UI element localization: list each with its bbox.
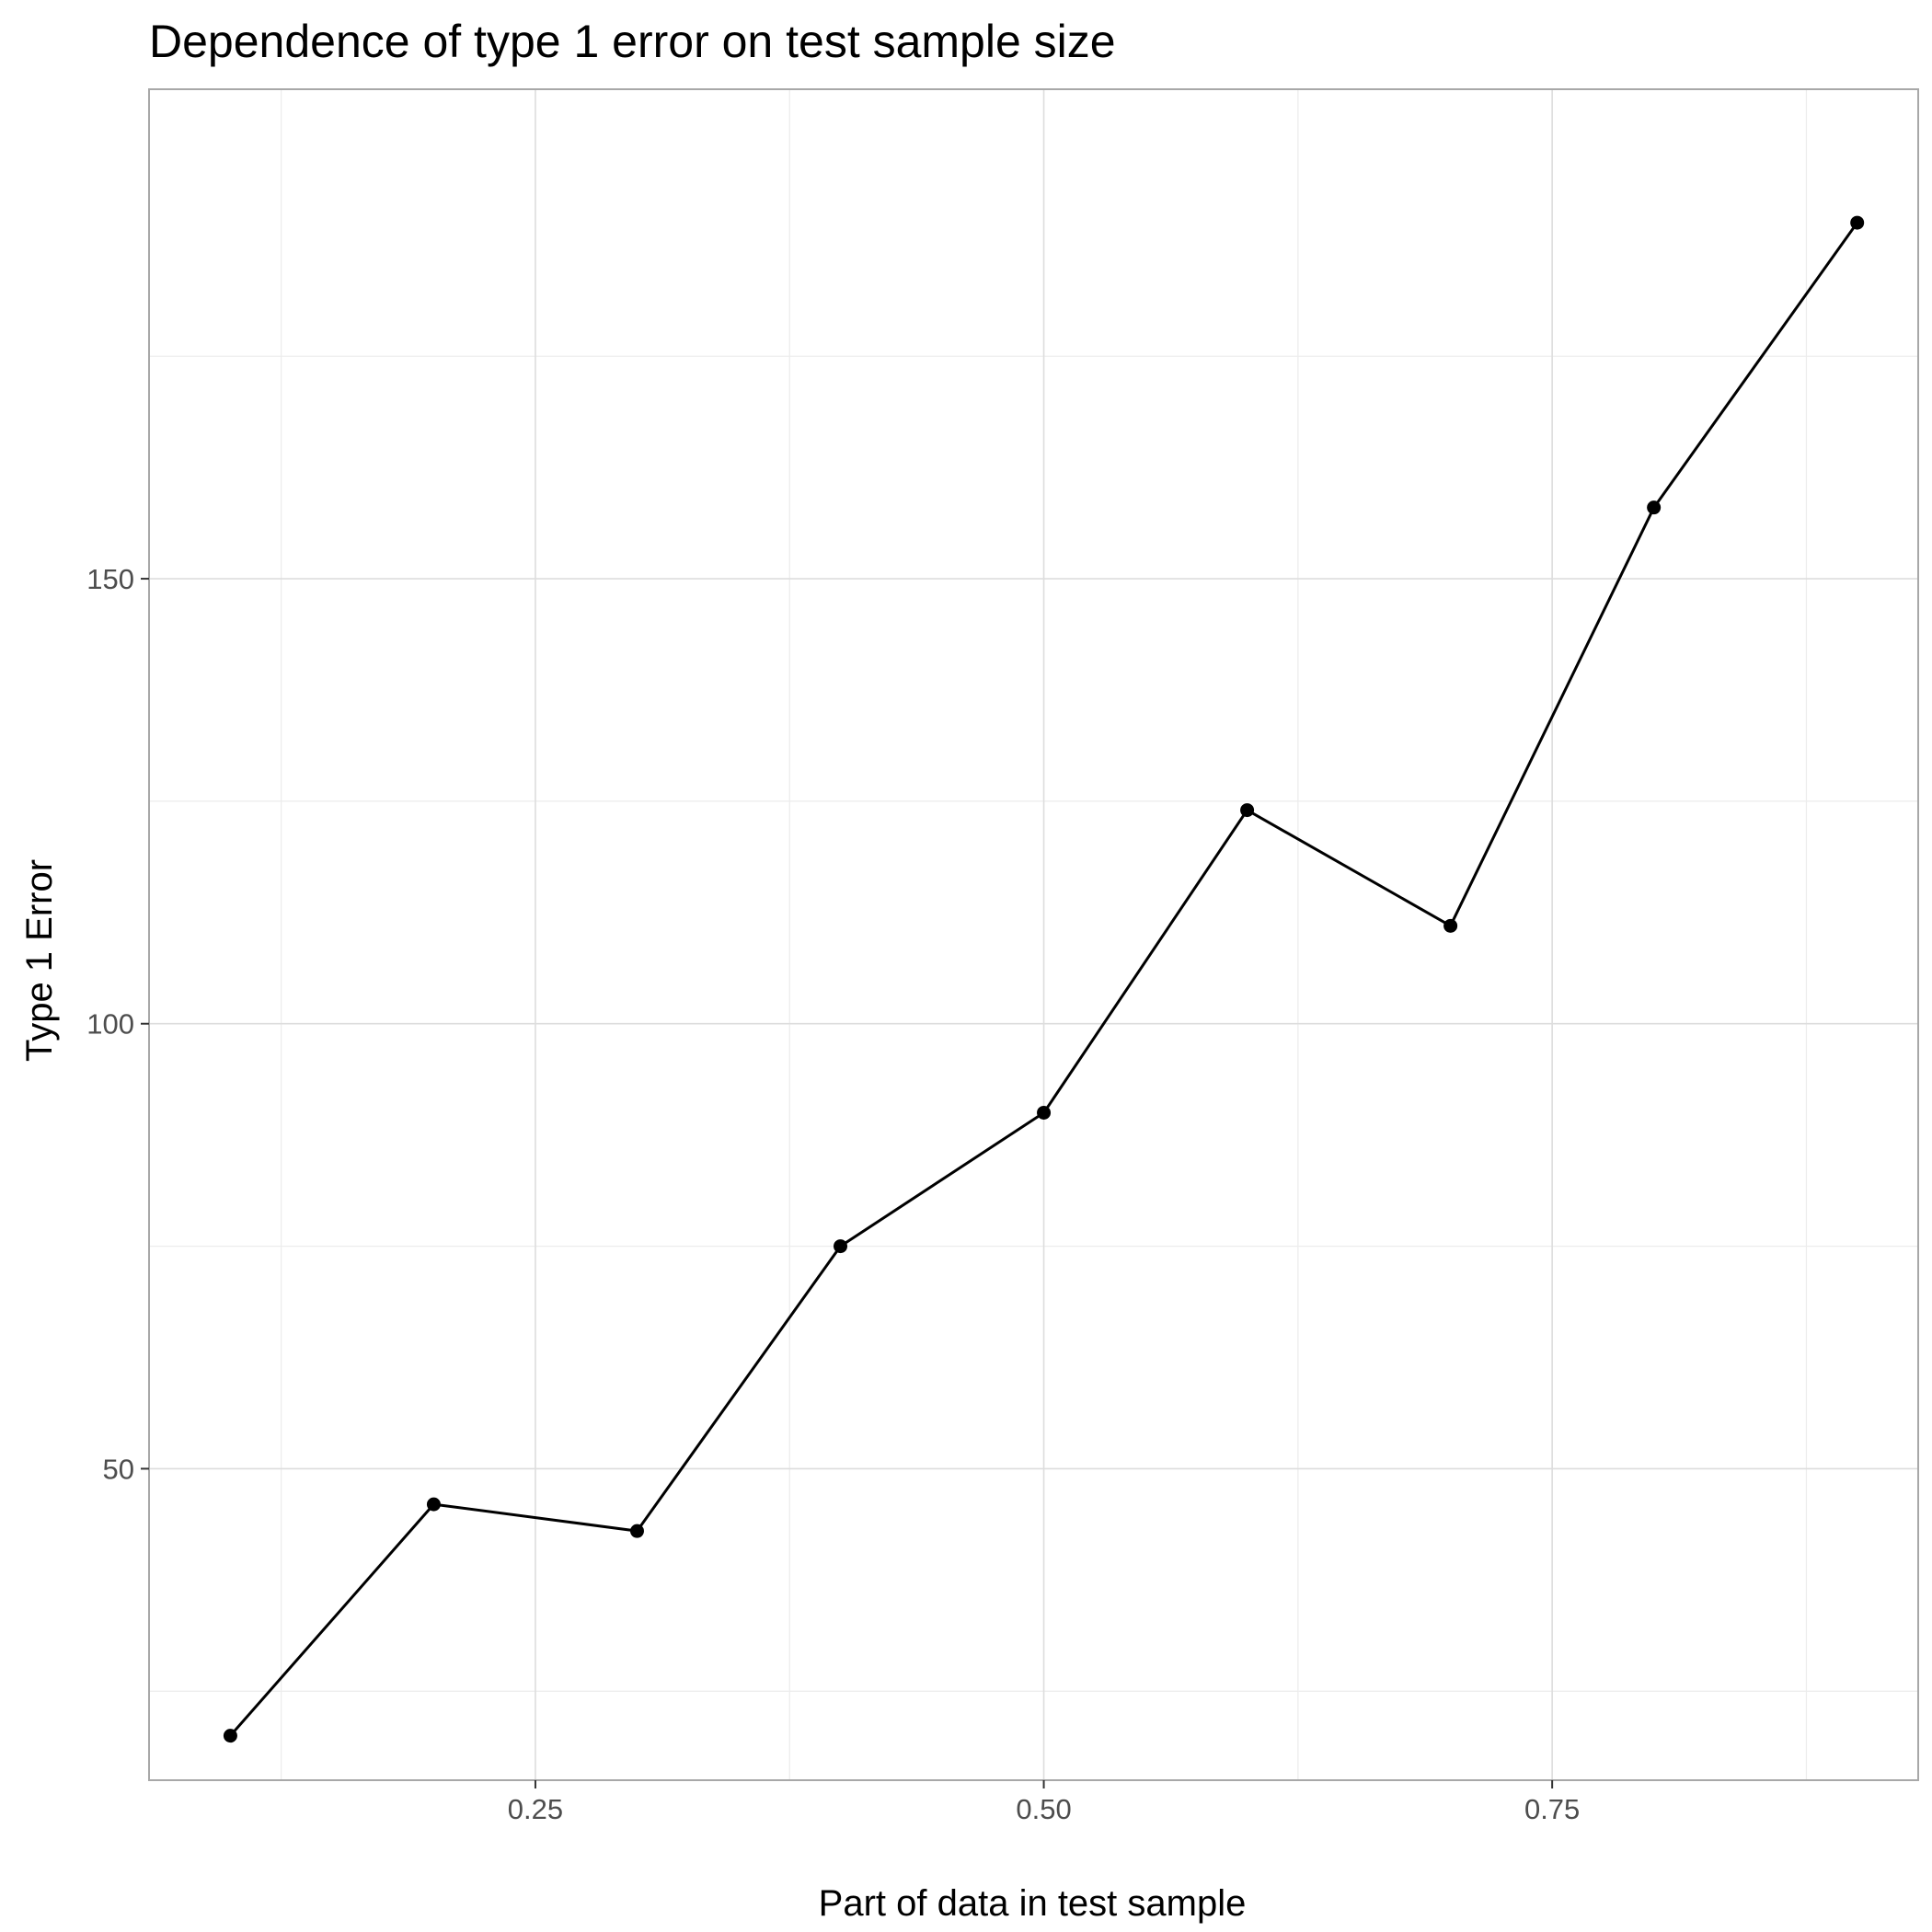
y-tick-label: 50: [103, 1453, 134, 1485]
x-tick-label: 0.50: [1016, 1793, 1071, 1825]
data-point: [629, 1524, 644, 1538]
data-point: [1443, 918, 1458, 933]
y-axis-title: Type 1 Error: [19, 859, 60, 1062]
data-point: [223, 1729, 237, 1743]
major-gridlines: [149, 89, 1918, 1780]
plot-panel-border: [148, 88, 1919, 1781]
y-tick-label: 150: [86, 563, 134, 595]
data-point: [1037, 1105, 1052, 1120]
axis-ticks: 0.25 0.50 0.75 50 100 150: [86, 563, 1580, 1825]
data-series: [223, 215, 1865, 1743]
x-tick-label: 0.25: [508, 1793, 563, 1825]
x-tick-label: 0.75: [1524, 1793, 1580, 1825]
y-tick-label: 100: [86, 1008, 134, 1041]
data-point: [834, 1239, 848, 1254]
data-point: [1647, 500, 1662, 515]
x-axis-title: Part of data in test sample: [819, 1883, 1247, 1924]
chart-title: Dependence of type 1 error on test sampl…: [149, 16, 1116, 67]
data-point: [1850, 215, 1865, 230]
data-point: [1240, 803, 1255, 818]
data-point: [426, 1497, 441, 1512]
minor-gridlines: [149, 89, 1918, 1780]
